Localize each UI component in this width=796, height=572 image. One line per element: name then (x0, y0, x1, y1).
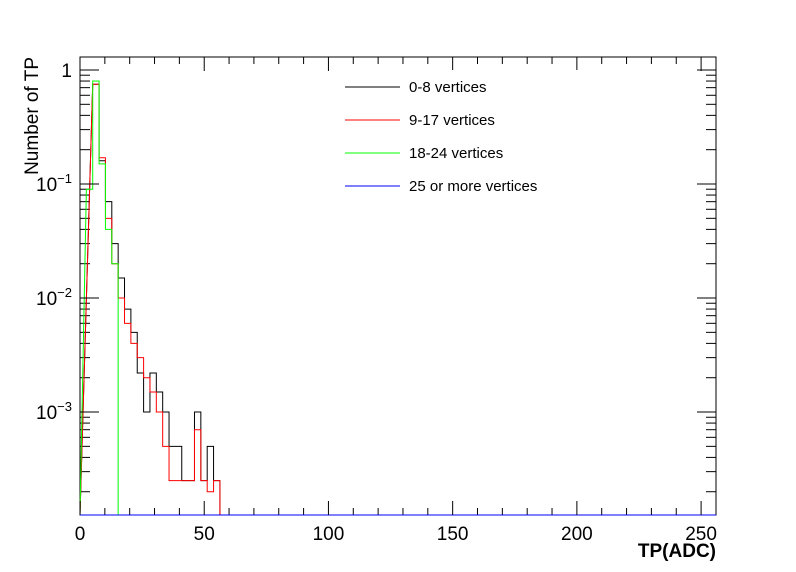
legend-label: 18-24 vertices (409, 145, 503, 162)
x-tick-label: 100 (313, 524, 345, 545)
legend-label: 25 or more vertices (409, 178, 537, 195)
histogram-series-layer (79, 80, 716, 516)
y-tick-label: 10−3 (36, 399, 72, 424)
x-tick-label: 0 (75, 524, 86, 545)
x-axis-ticks: 0 50 100 150 200 250 (75, 57, 717, 545)
legend-items: 0-8 vertices 9-17 vertices 18-24 vertices 2… (345, 79, 537, 195)
y-tick-label: 10−2 (36, 285, 72, 310)
histogram-series-2 (79, 80, 716, 516)
legend: 0-8 vertices 9-17 vertices 18-24 vertices 2… (336, 70, 634, 202)
y-minor-ticks (80, 74, 716, 493)
y-axis-ticks: 110−110−210−3 (36, 61, 716, 424)
x-minor-ticks (104, 57, 677, 515)
y-axis-title: Number of TP (22, 57, 43, 175)
y-tick-label: 1 (61, 61, 72, 82)
x-tick-label: 50 (194, 524, 215, 545)
x-tick-label: 250 (685, 524, 717, 545)
x-tick-label: 200 (561, 524, 593, 545)
legend-label: 9-17 vertices (409, 112, 495, 129)
legend-box (336, 70, 634, 202)
legend-label: 0-8 vertices (409, 79, 487, 96)
x-tick-label: 150 (437, 524, 469, 545)
x-axis-title: TP(ADC) (638, 541, 716, 562)
